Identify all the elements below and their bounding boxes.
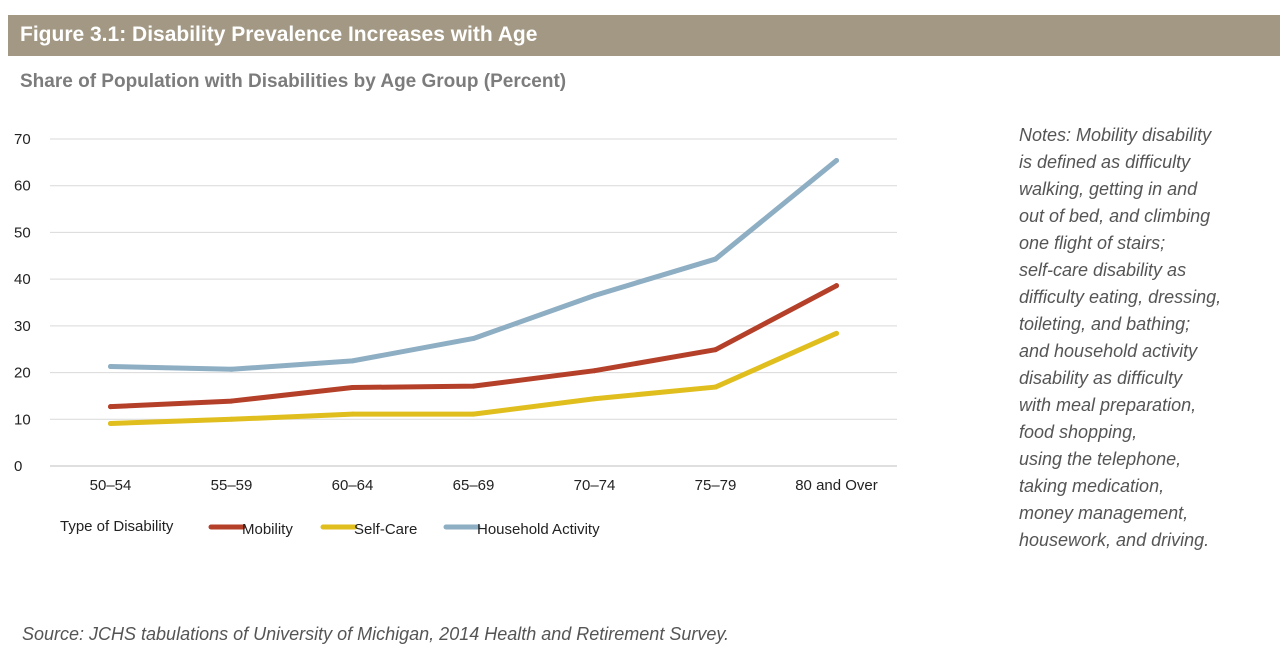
x-tick-label: 50–54 — [90, 477, 132, 494]
notes-line: and household activity — [1019, 341, 1198, 361]
x-tick-label: 55–59 — [211, 477, 253, 494]
y-tick-label: 40 — [14, 271, 31, 288]
notes-line: difficulty eating, dressing, — [1019, 287, 1222, 307]
data-point — [471, 335, 476, 341]
notes-line: taking medication, — [1019, 476, 1165, 496]
x-tick-label: 75–79 — [695, 477, 737, 494]
x-tick-label: 60–64 — [332, 477, 374, 494]
y-tick-label: 10 — [14, 411, 31, 428]
line-chart: 0 10 20 30 40 50 60 70 50–54 55–59 60–64 65–69 70–74… — [14, 131, 897, 538]
figure-header-bar: Figure 3.1: Disability Prevalence Increa… — [8, 15, 1280, 56]
notes-line: using the telephone, — [1019, 449, 1182, 469]
y-tick-label: 50 — [14, 224, 31, 241]
legend-label: Self-Care — [354, 521, 417, 538]
data-point — [471, 411, 476, 417]
data-point — [229, 366, 234, 372]
series-line-1 — [108, 330, 839, 426]
notes-line: walking, getting in and — [1019, 179, 1198, 199]
y-tick-label: 30 — [14, 318, 31, 335]
notes-line: is defined as difficulty — [1019, 152, 1191, 172]
data-point — [229, 416, 234, 422]
data-point — [592, 292, 597, 298]
data-point — [350, 411, 355, 417]
notes-line: housework, and driving. — [1019, 530, 1210, 550]
legend-label: Mobility — [242, 521, 293, 538]
notes-line: Notes: Mobility disability — [1019, 125, 1212, 145]
data-point — [350, 358, 355, 364]
x-tick-label: 65–69 — [453, 477, 495, 494]
data-point — [108, 363, 113, 369]
y-tick-label: 70 — [14, 131, 31, 148]
figure-title: Figure 3.1: Disability Prevalence Increa… — [20, 23, 538, 46]
legend-label: Household Activity — [477, 521, 600, 538]
data-point — [471, 383, 476, 389]
data-point — [713, 256, 718, 262]
y-tick-label: 20 — [14, 365, 31, 382]
data-point — [834, 157, 839, 163]
y-tick-label: 0 — [14, 458, 22, 475]
notes-line: with meal preparation, — [1019, 395, 1197, 415]
x-tick-label: 70–74 — [574, 477, 616, 494]
notes-text: Notes: Mobility disability is defined as … — [1019, 122, 1269, 554]
legend-title: Type of Disability — [60, 518, 174, 535]
notes-line: self-care disability as — [1019, 260, 1187, 280]
y-tick-label: 60 — [14, 178, 31, 195]
data-point — [108, 420, 113, 426]
notes-line: one flight of stairs; — [1019, 233, 1166, 253]
data-point — [713, 347, 718, 353]
notes-line: toileting, and bathing; — [1019, 314, 1191, 334]
x-tick-label: 80 and Over — [795, 477, 878, 494]
data-point — [108, 404, 113, 410]
notes-line: money management, — [1019, 503, 1189, 523]
notes-line: disability as difficulty — [1019, 368, 1183, 388]
source-note: Source: JCHS tabulations of University o… — [22, 624, 730, 644]
notes-line: out of bed, and climbing — [1019, 206, 1211, 226]
data-point — [592, 396, 597, 402]
data-point — [592, 368, 597, 374]
chart-subtitle: Share of Population with Disabilities by… — [20, 71, 567, 92]
data-point — [229, 398, 234, 404]
data-point — [834, 283, 839, 289]
data-point — [834, 330, 839, 336]
notes-line: food shopping, — [1019, 422, 1138, 442]
data-point — [713, 384, 718, 390]
data-point — [350, 385, 355, 391]
